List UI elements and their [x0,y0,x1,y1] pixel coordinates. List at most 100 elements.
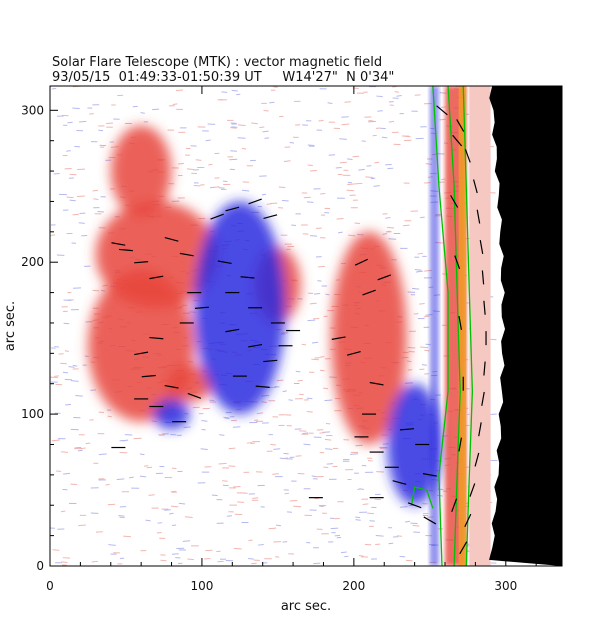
noise-streak [348,234,356,237]
field-vector [400,428,415,431]
noise-streak [295,370,301,373]
noise-streak [105,483,110,486]
x-tick-label: 0 [46,579,54,593]
field-contour [462,86,474,566]
field-vector [149,336,164,340]
noise-streak [396,95,402,97]
noise-streak [358,555,364,557]
field-vector [458,315,463,330]
noise-streak [412,287,420,290]
noise-streak [414,269,422,271]
noise-streak [276,379,284,382]
noise-streak [54,345,59,348]
noise-streak [367,459,373,462]
noise-streak [251,122,258,125]
noise-streak [415,270,421,273]
noise-streak [376,95,383,98]
positive-polarity-region [331,231,408,445]
field-vector [483,361,486,376]
y-axis: 0 100 200 300 [21,103,562,573]
noise-streak [78,222,85,224]
noise-streak [306,201,314,203]
noise-streak [145,519,151,522]
x-tick-label: 200 [342,579,365,593]
noise-streak [368,120,376,123]
negative-polarity-region [153,398,190,430]
noise-streak [361,140,366,142]
y-tick-label: 100 [21,407,44,421]
noise-streak [355,444,363,447]
noise-streak [97,210,104,213]
noise-streak [262,130,269,133]
noise-streak [276,524,282,527]
noise-streak [237,124,246,126]
noise-streak [273,448,281,450]
field-vector [450,195,459,208]
noise-streak [419,302,425,305]
noise-streak [341,123,350,126]
field-vector [255,385,270,388]
field-vector [164,237,179,242]
noise-streak [246,442,252,444]
positive-polarity-region [110,125,172,217]
noise-streak [205,139,211,142]
noise-streak [257,544,264,546]
field-vector [362,289,376,296]
noise-streak [208,163,213,166]
noise-streak [302,432,309,435]
noise-streak [328,154,336,156]
noise-streak [439,118,446,121]
noise-streak [63,472,70,475]
noise-streak [241,189,250,192]
noise-streak [373,185,380,187]
noise-streak [347,158,353,160]
noise-streak [388,542,394,545]
field-vector [179,252,194,257]
field-vector [473,179,478,194]
noise-streak [195,159,202,161]
positive-polarity-region [166,365,213,402]
noise-streak [186,168,194,170]
noise-streak [60,362,67,365]
noise-streak [365,176,374,178]
noise-streak [402,224,410,227]
chart-title: Solar Flare Telescope (MTK) : vector mag… [52,55,382,70]
noise-streak [272,473,279,475]
noise-streak [349,453,358,455]
noise-streak [404,382,412,385]
noise-streak [341,551,347,554]
noise-streak [50,234,56,236]
field-vector [474,452,480,467]
negative-polarity-region [194,201,286,415]
noise-streak [72,364,78,367]
field-vector [240,276,255,279]
noise-streak [339,161,348,164]
field-vector [217,260,232,265]
noise-streak [92,189,99,192]
noise-streak [374,498,381,501]
field-contour [410,486,434,509]
noise-streak [90,389,97,391]
noise-streak [303,443,311,446]
noise-streak [327,102,333,104]
noise-streak [424,373,429,375]
noise-streak [323,466,329,469]
noise-streak [63,299,72,302]
noise-streak [75,394,83,397]
noise-streak [211,494,218,497]
noise-streak [424,349,430,352]
noise-streak [74,446,82,449]
noise-streak [108,544,116,546]
noise-streak [375,535,384,537]
noise-streak [325,293,330,296]
noise-streak [148,494,155,496]
y-tick-label: 200 [21,255,44,269]
noise-streak [116,478,125,480]
field-vector [459,541,468,555]
noise-streak [309,302,317,305]
field-vector [481,391,485,406]
noise-streak [440,178,446,181]
noise-streak [69,199,76,202]
noise-streak [311,341,319,344]
noise-streak [339,138,347,140]
